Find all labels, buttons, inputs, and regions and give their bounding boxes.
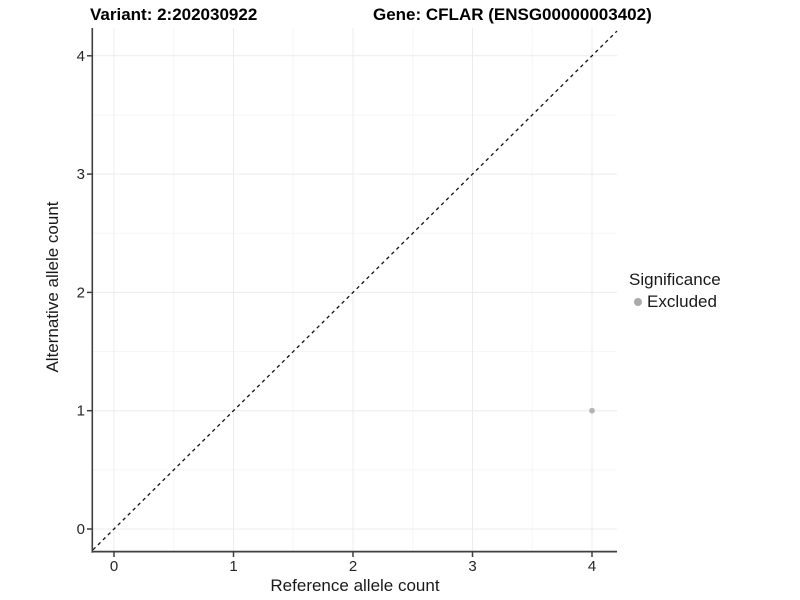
x-tick-label: 3 (468, 558, 476, 575)
legend: Significance Excluded (629, 270, 721, 311)
y-tick-label: 3 (77, 166, 85, 183)
x-axis-title: Reference allele count (270, 576, 440, 595)
y-tick-label: 0 (77, 521, 85, 538)
legend-entry-label: Excluded (647, 292, 717, 311)
gridlines-major (93, 28, 617, 552)
x-tick-label: 2 (349, 558, 357, 575)
plot-title-gene: Gene: CFLAR (ENSG00000003402) (373, 5, 652, 24)
axis-ticks (87, 55, 593, 557)
plot-title-variant: Variant: 2:202030922 (90, 5, 258, 24)
x-tick-label: 0 (110, 558, 118, 575)
identity-reference-line (92, 30, 618, 551)
y-tick-label: 2 (77, 284, 85, 301)
x-tick-label: 1 (229, 558, 237, 575)
y-axis-title: Alternative allele count (43, 201, 62, 373)
axes (91, 28, 617, 553)
axis-tick-labels: 0 1 2 3 4 0 1 2 3 4 (77, 48, 597, 575)
x-tick-label: 4 (588, 558, 596, 575)
data-point[interactable] (589, 407, 595, 414)
y-tick-label: 1 (77, 403, 85, 420)
excluded-point-icon (634, 297, 642, 306)
legend-entry-excluded[interactable]: Excluded (629, 292, 721, 311)
y-tick-label: 4 (77, 48, 85, 65)
legend-title: Significance (629, 270, 721, 289)
gridlines-minor (93, 28, 617, 552)
